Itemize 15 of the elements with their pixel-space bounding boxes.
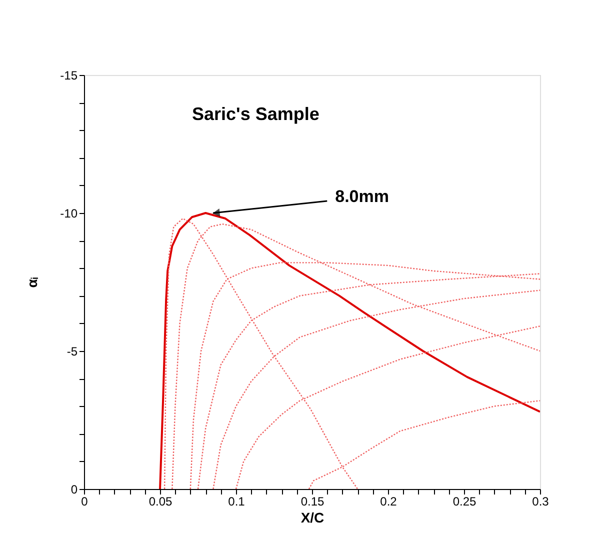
y-tick-label: -15 — [60, 68, 78, 82]
y-tick-label: 0 — [70, 482, 78, 496]
y-tick-label: -10 — [60, 206, 78, 220]
y-tick-label: -5 — [66, 344, 78, 358]
x-axis-title: X/C — [300, 510, 324, 526]
x-tick-label: 0.3 — [532, 494, 550, 508]
x-tick-label: 0 — [81, 494, 88, 508]
x-tick-label: 0.05 — [148, 494, 172, 508]
y-axis-title: αᵢ — [24, 277, 40, 288]
text: Saric's Sample — [192, 104, 320, 124]
annotation: 8.0mm — [335, 187, 389, 206]
x-tick-label: 0.2 — [380, 494, 398, 508]
x-tick-label: 0.1 — [228, 494, 246, 508]
x-tick-label: 0.25 — [452, 494, 476, 508]
x-tick-label: 0.15 — [300, 494, 324, 508]
